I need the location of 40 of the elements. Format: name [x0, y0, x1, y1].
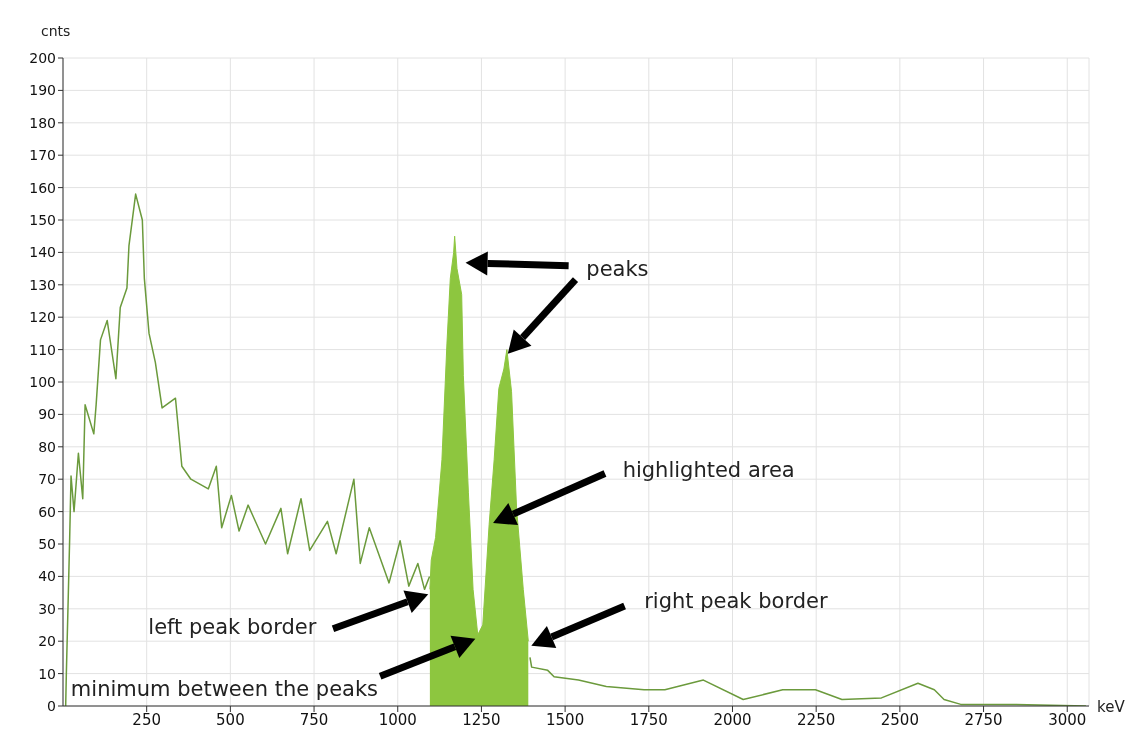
x-tick-label: 2250 [797, 710, 836, 729]
y-tick-label: 110 [29, 341, 56, 358]
y-tick-label: 50 [38, 535, 56, 552]
y-tick-label: 120 [29, 309, 56, 326]
annotation: highlighted area [622, 458, 795, 483]
annotation: minimum between the peaks [70, 677, 379, 702]
annotation: right peak border [644, 589, 828, 614]
x-axis-title: keV [1097, 698, 1126, 716]
y-tick-label: 170 [29, 147, 56, 164]
y-tick-label: 140 [29, 244, 56, 261]
x-tick-label: 2000 [713, 710, 752, 729]
annotation: left peak border [148, 614, 317, 639]
y-tick-label: 200 [29, 49, 56, 66]
y-tick-label: 70 [38, 471, 56, 488]
x-tick-label: 750 [299, 710, 329, 729]
y-tick-label: 180 [29, 114, 56, 131]
x-tick-label: 2750 [964, 710, 1003, 729]
y-tick-label: 0 [47, 697, 56, 714]
x-tick-label: 500 [216, 710, 245, 729]
annotation: peaks [586, 256, 649, 281]
y-tick-label: 80 [38, 438, 56, 455]
y-tick-label: 60 [38, 503, 56, 520]
y-tick-label: 20 [38, 633, 56, 650]
x-tick-label: 1000 [378, 710, 417, 729]
y-tick-label: 160 [29, 179, 56, 196]
y-tick-label: 30 [38, 600, 56, 617]
y-tick-label: 10 [38, 665, 56, 682]
y-tick-label: 40 [38, 568, 56, 585]
x-tick-label: 1250 [462, 710, 501, 729]
x-tick-label: 1750 [629, 710, 668, 729]
y-tick-label: 130 [29, 276, 56, 293]
x-tick-label: 3000 [1048, 710, 1087, 729]
y-tick-label: 150 [29, 211, 56, 228]
y-tick-label: 190 [29, 82, 56, 99]
x-tick-label: 1500 [546, 710, 585, 729]
x-tick-label: 250 [132, 710, 162, 729]
y-tick-label: 90 [38, 406, 56, 423]
x-tick-label: 2500 [880, 710, 919, 729]
y-axis-title: cnts [41, 23, 71, 39]
y-tick-label: 100 [29, 373, 56, 390]
